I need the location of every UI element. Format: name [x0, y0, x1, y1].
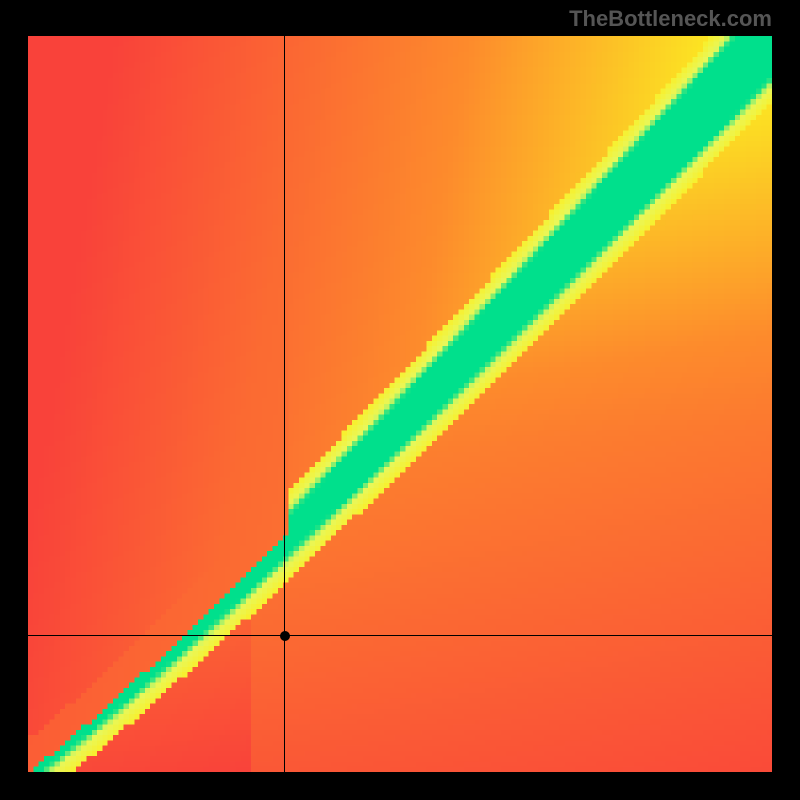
heatmap-plot — [28, 36, 772, 772]
heatmap-canvas — [28, 36, 772, 772]
marker-dot — [280, 631, 290, 641]
crosshair-vertical — [284, 36, 285, 772]
watermark-text: TheBottleneck.com — [569, 6, 772, 32]
crosshair-horizontal — [28, 635, 772, 636]
